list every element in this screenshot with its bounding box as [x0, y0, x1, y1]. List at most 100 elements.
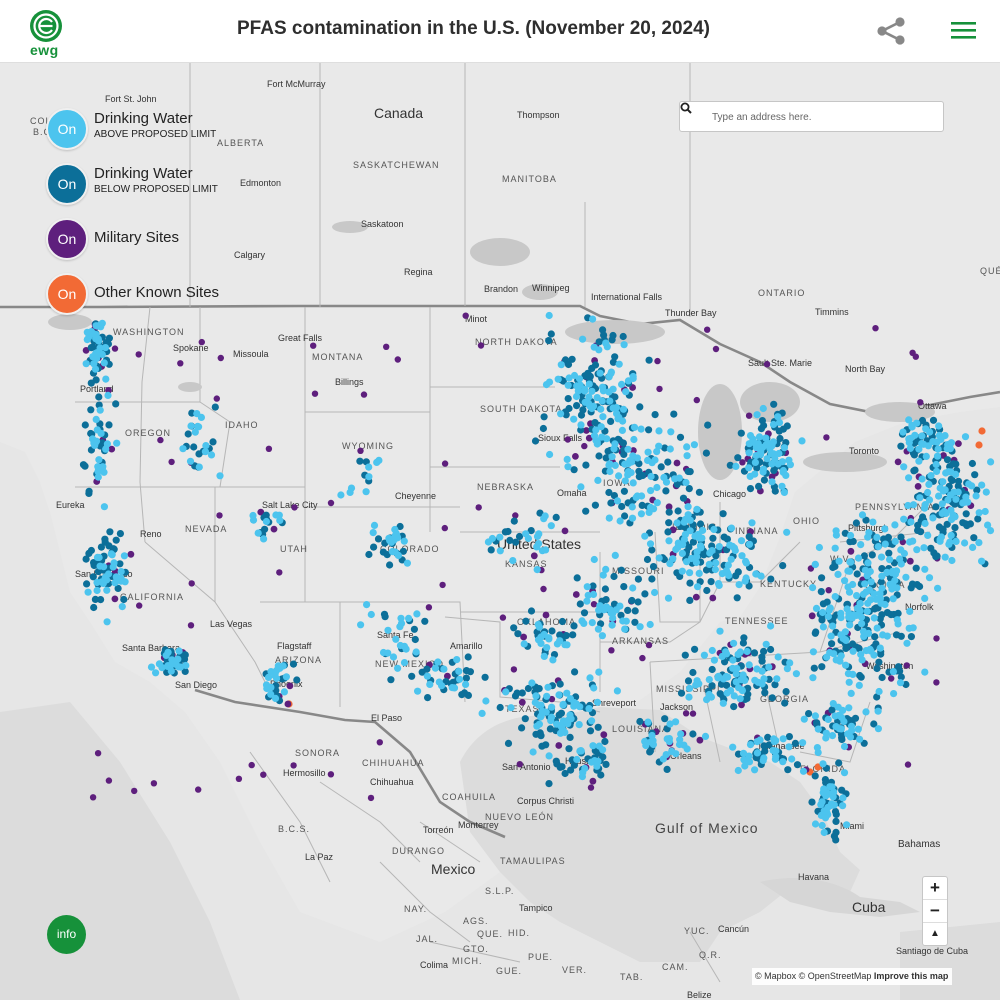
- drinking-water-below-site[interactable]: [580, 609, 589, 617]
- drinking-water-above-site[interactable]: [616, 517, 624, 525]
- drinking-water-above-site[interactable]: [187, 422, 195, 430]
- military-site[interactable]: [645, 641, 653, 649]
- toggle-other-known-sites[interactable]: On: [46, 273, 88, 315]
- drinking-water-above-site[interactable]: [642, 741, 650, 750]
- military-site[interactable]: [286, 682, 294, 690]
- drinking-water-above-site[interactable]: [706, 549, 714, 557]
- drinking-water-above-site[interactable]: [819, 760, 827, 768]
- drinking-water-below-site[interactable]: [782, 688, 790, 696]
- drinking-water-above-site[interactable]: [858, 620, 866, 628]
- drinking-water-above-site[interactable]: [738, 552, 746, 560]
- drinking-water-above-site[interactable]: [754, 678, 762, 686]
- military-site[interactable]: [530, 552, 538, 560]
- drinking-water-above-site[interactable]: [624, 377, 633, 385]
- drinking-water-above-site[interactable]: [694, 530, 702, 538]
- drinking-water-above-site[interactable]: [626, 457, 634, 465]
- drinking-water-above-site[interactable]: [543, 692, 551, 700]
- drinking-water-above-site[interactable]: [666, 445, 674, 453]
- drinking-water-above-site[interactable]: [678, 549, 687, 557]
- military-site[interactable]: [689, 710, 697, 717]
- drinking-water-above-site[interactable]: [674, 543, 682, 551]
- drinking-water-above-site[interactable]: [646, 540, 655, 548]
- drinking-water-above-site[interactable]: [590, 555, 598, 564]
- drinking-water-below-site[interactable]: [87, 546, 95, 555]
- drinking-water-above-site[interactable]: [701, 732, 710, 741]
- military-site[interactable]: [555, 742, 563, 749]
- drinking-water-above-site[interactable]: [542, 546, 550, 554]
- drinking-water-above-site[interactable]: [745, 752, 753, 760]
- drinking-water-above-site[interactable]: [772, 753, 780, 761]
- drinking-water-above-site[interactable]: [667, 428, 675, 436]
- drinking-water-above-site[interactable]: [954, 488, 962, 496]
- drinking-water-below-site[interactable]: [702, 449, 711, 457]
- drinking-water-above-site[interactable]: [575, 721, 583, 729]
- drinking-water-above-site[interactable]: [719, 675, 728, 683]
- drinking-water-above-site[interactable]: [843, 821, 851, 829]
- drinking-water-above-site[interactable]: [397, 614, 405, 622]
- drinking-water-below-site[interactable]: [708, 665, 716, 674]
- drinking-water-below-site[interactable]: [730, 703, 738, 711]
- drinking-water-below-site[interactable]: [97, 596, 105, 604]
- drinking-water-below-site[interactable]: [524, 684, 533, 693]
- drinking-water-below-site[interactable]: [897, 533, 905, 541]
- drinking-water-above-site[interactable]: [762, 640, 770, 648]
- drinking-water-above-site[interactable]: [894, 620, 902, 628]
- drinking-water-above-site[interactable]: [727, 524, 736, 532]
- drinking-water-above-site[interactable]: [726, 541, 734, 549]
- drinking-water-above-site[interactable]: [602, 339, 610, 347]
- drinking-water-above-site[interactable]: [566, 711, 574, 719]
- drinking-water-above-site[interactable]: [396, 641, 404, 650]
- drinking-water-above-site[interactable]: [929, 514, 937, 522]
- drinking-water-below-site[interactable]: [760, 476, 769, 484]
- drinking-water-below-site[interactable]: [381, 613, 389, 621]
- drinking-water-below-site[interactable]: [567, 766, 575, 774]
- drinking-water-below-site[interactable]: [770, 400, 778, 408]
- drinking-water-above-site[interactable]: [605, 514, 613, 522]
- drinking-water-below-site[interactable]: [106, 528, 114, 536]
- drinking-water-above-site[interactable]: [896, 679, 905, 687]
- drinking-water-below-site[interactable]: [828, 640, 836, 648]
- drinking-water-above-site[interactable]: [697, 544, 705, 552]
- military-site[interactable]: [217, 354, 224, 362]
- drinking-water-above-site[interactable]: [653, 448, 661, 456]
- drinking-water-above-site[interactable]: [573, 755, 581, 764]
- drinking-water-below-site[interactable]: [374, 535, 383, 543]
- drinking-water-below-site[interactable]: [739, 639, 748, 647]
- drinking-water-below-site[interactable]: [518, 724, 526, 732]
- drinking-water-above-site[interactable]: [577, 421, 585, 429]
- military-site[interactable]: [198, 338, 205, 346]
- drinking-water-above-site[interactable]: [932, 460, 940, 469]
- drinking-water-below-site[interactable]: [628, 596, 636, 605]
- drinking-water-below-site[interactable]: [897, 442, 905, 450]
- drinking-water-below-site[interactable]: [464, 653, 472, 661]
- military-site[interactable]: [520, 633, 527, 641]
- drinking-water-above-site[interactable]: [684, 503, 692, 511]
- drinking-water-below-site[interactable]: [734, 454, 742, 462]
- drinking-water-below-site[interactable]: [462, 674, 470, 682]
- drinking-water-above-site[interactable]: [613, 497, 622, 505]
- drinking-water-above-site[interactable]: [524, 534, 533, 543]
- drinking-water-below-site[interactable]: [870, 720, 878, 728]
- drinking-water-above-site[interactable]: [839, 794, 847, 802]
- drinking-water-above-site[interactable]: [683, 452, 691, 460]
- drinking-water-below-site[interactable]: [852, 519, 861, 527]
- drinking-water-above-site[interactable]: [881, 540, 889, 548]
- military-site[interactable]: [673, 459, 681, 467]
- military-site[interactable]: [188, 580, 195, 587]
- military-site[interactable]: [291, 504, 298, 511]
- drinking-water-above-site[interactable]: [653, 483, 661, 492]
- drinking-water-below-site[interactable]: [743, 694, 751, 703]
- military-site[interactable]: [512, 512, 519, 519]
- drinking-water-below-site[interactable]: [832, 817, 840, 826]
- military-site[interactable]: [425, 604, 433, 611]
- military-site[interactable]: [656, 385, 663, 393]
- drinking-water-above-site[interactable]: [175, 647, 183, 655]
- drinking-water-above-site[interactable]: [768, 478, 776, 486]
- drinking-water-above-site[interactable]: [779, 758, 787, 766]
- drinking-water-below-site[interactable]: [970, 534, 978, 542]
- drinking-water-below-site[interactable]: [912, 564, 920, 572]
- drinking-water-above-site[interactable]: [666, 720, 674, 728]
- drinking-water-above-site[interactable]: [367, 610, 375, 619]
- drinking-water-above-site[interactable]: [592, 426, 600, 434]
- drinking-water-above-site[interactable]: [745, 661, 753, 669]
